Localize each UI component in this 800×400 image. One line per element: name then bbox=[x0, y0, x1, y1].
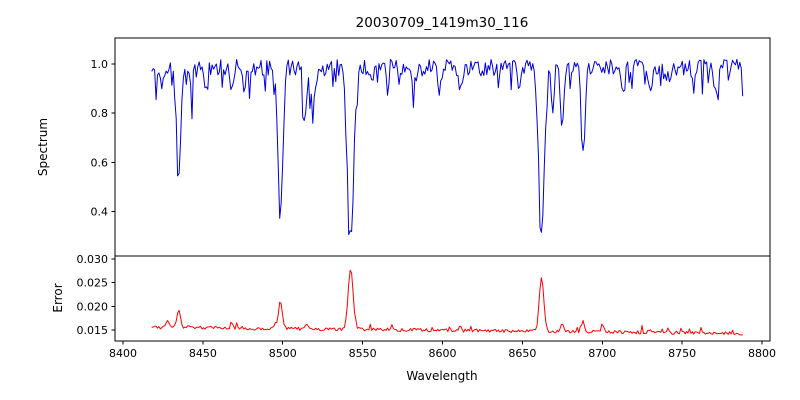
x-tick-label: 8450 bbox=[189, 347, 217, 360]
x-tick-label: 8650 bbox=[508, 347, 536, 360]
x-tick-label: 8600 bbox=[429, 347, 457, 360]
axes-layer: 0.4 0.6 0.8 1.0 0.015 0.020 0.025 0.030 8400 8450… bbox=[77, 37, 776, 360]
figure-title: 20030709_1419m30_116 bbox=[356, 15, 529, 31]
x-tick-label: 8750 bbox=[668, 347, 696, 360]
y-tick-label: 0.020 bbox=[77, 300, 109, 313]
x-tick-label: 8700 bbox=[588, 347, 616, 360]
x-tick-label: 8500 bbox=[269, 347, 297, 360]
spectrum-y-axis-label: Spectrum bbox=[36, 118, 50, 176]
spectrum-line bbox=[151, 58, 744, 236]
error-y-axis-label: Error bbox=[51, 283, 65, 312]
y-tick-label: 0.4 bbox=[91, 206, 109, 219]
y-tick-label: 0.015 bbox=[77, 324, 109, 337]
y-tick-label: 0.8 bbox=[91, 107, 109, 120]
x-tick-label: 8400 bbox=[109, 347, 137, 360]
error-line bbox=[151, 269, 743, 336]
x-tick-label: 8800 bbox=[748, 347, 776, 360]
y-tick-label: 1.0 bbox=[91, 58, 109, 71]
x-tick-label: 8550 bbox=[349, 347, 377, 360]
y-tick-label: 0.030 bbox=[77, 253, 109, 266]
data-layer bbox=[151, 58, 744, 336]
y-tick-label: 0.6 bbox=[91, 156, 109, 169]
y-tick-label: 0.025 bbox=[77, 277, 109, 290]
x-axis-label: Wavelength bbox=[406, 369, 477, 383]
